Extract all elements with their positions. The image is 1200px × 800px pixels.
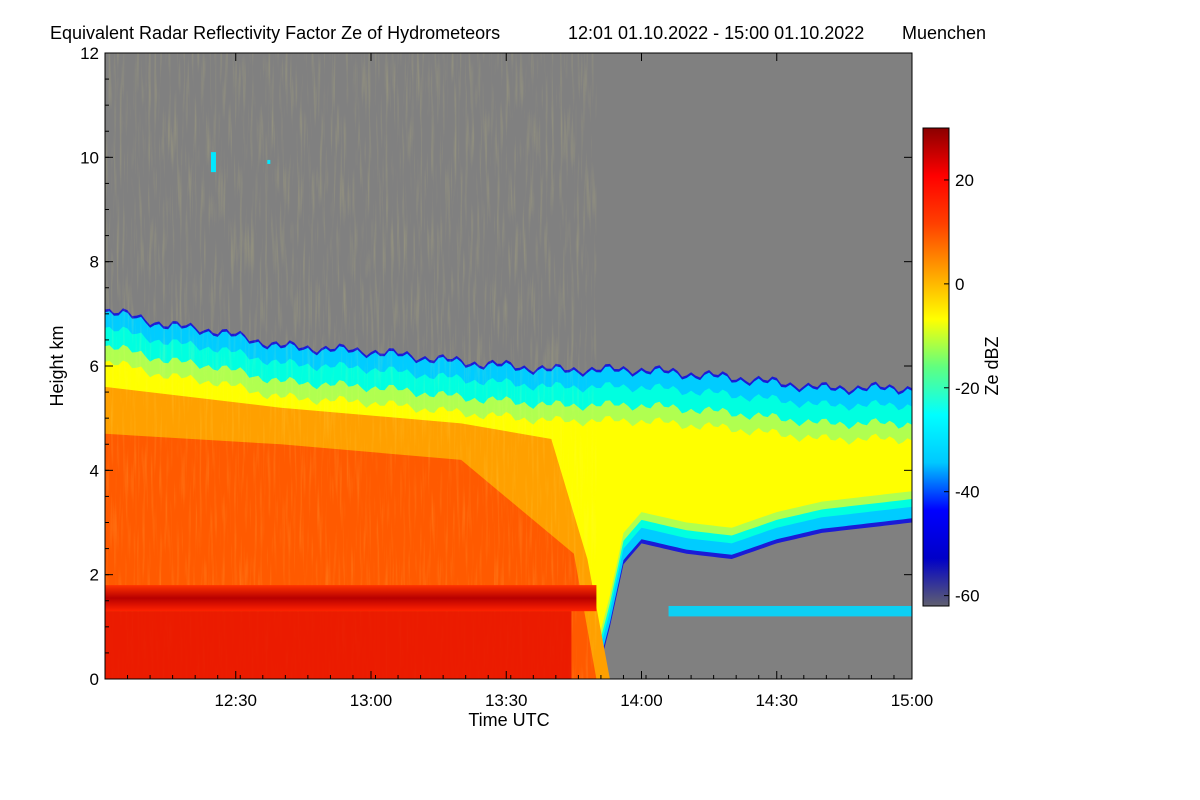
y-axis: 0 2 4 6 8 10 12 xyxy=(80,44,912,689)
isolated-echo-small xyxy=(267,159,271,164)
x-axis-label: Time UTC xyxy=(468,710,549,730)
y-tick-label: 2 xyxy=(90,566,99,585)
colorbar-tick-label: 20 xyxy=(955,171,974,190)
low-cloud-layer xyxy=(668,605,912,617)
x-tick-label: 13:30 xyxy=(485,691,528,710)
chart-title: Equivalent Radar Reflectivity Factor Ze … xyxy=(50,23,500,43)
y-tick-label: 10 xyxy=(80,148,99,167)
plot-area xyxy=(105,53,912,679)
x-tick-label: 14:00 xyxy=(620,691,663,710)
colorbar: 20 0 -20 -40 -60 xyxy=(922,127,980,607)
colorbar-tick-label: 0 xyxy=(955,275,964,294)
fallstreak-texture xyxy=(105,53,597,679)
y-tick-label: 12 xyxy=(80,44,99,63)
x-tick-label: 15:00 xyxy=(891,691,934,710)
colorbar-tick-label: -20 xyxy=(955,379,980,398)
colorbar-tick-label: -60 xyxy=(955,587,980,606)
heatmap-layers xyxy=(105,53,912,679)
x-axis: 12:30 13:00 13:30 14:00 14:30 15:00 xyxy=(104,53,934,710)
y-axis-label: Height km xyxy=(47,325,67,406)
colorbar-tick-label: -40 xyxy=(955,483,980,502)
rain-below-melting-layer xyxy=(105,611,572,679)
y-tick-label: 4 xyxy=(90,461,99,480)
colorbar-scale xyxy=(922,127,950,607)
colorbar-label: Ze dBZ xyxy=(982,336,1002,395)
melting-layer-band xyxy=(105,585,597,612)
y-tick-label: 0 xyxy=(90,670,99,689)
x-tick-label: 13:00 xyxy=(350,691,393,710)
x-tick-label: 12:30 xyxy=(214,691,257,710)
y-tick-label: 6 xyxy=(90,357,99,376)
isolated-echo xyxy=(210,152,216,173)
chart-location: Muenchen xyxy=(902,23,986,43)
x-tick-label: 14:30 xyxy=(755,691,798,710)
y-tick-label: 8 xyxy=(90,253,99,272)
chart-period: 12:01 01.10.2022 - 15:00 01.10.2022 xyxy=(568,23,864,43)
